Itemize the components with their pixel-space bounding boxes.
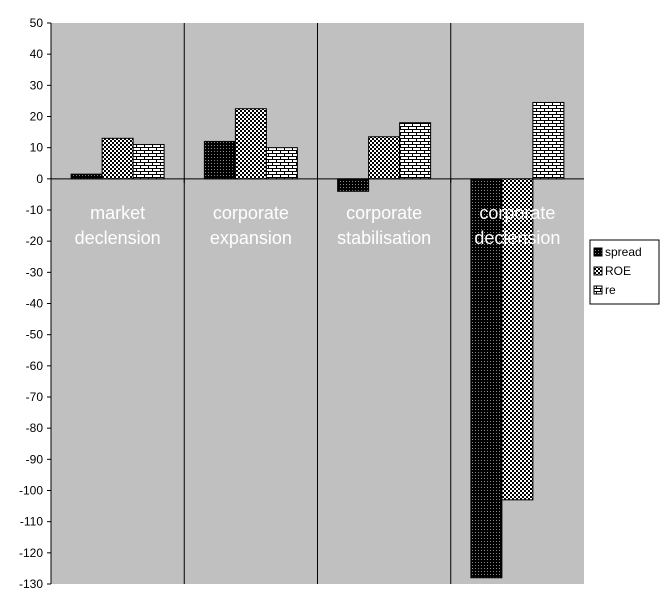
category-label: corporate <box>213 203 289 223</box>
y-tick-label: 10 <box>30 141 44 155</box>
bar-roe <box>368 136 401 180</box>
category-label: stabilisation <box>337 228 431 248</box>
y-tick-label: 50 <box>30 16 44 30</box>
category-label: declension <box>474 228 560 248</box>
legend-label-spread: spread <box>605 245 642 259</box>
category-label: declension <box>75 228 161 248</box>
bar-roe <box>234 108 267 180</box>
bar-re <box>132 144 165 180</box>
legend-swatch-roe <box>593 266 603 276</box>
y-axis: 50 40 30 20 10 0 -10 -20 -30 -40 -50 -60 -70 -80 -90 -1… <box>19 16 584 589</box>
bars <box>70 101 565 579</box>
legend-swatch-spread <box>593 247 603 257</box>
y-tick-label: -70 <box>26 390 44 404</box>
y-tick-label: -130 <box>19 577 43 589</box>
y-tick-label: -40 <box>26 297 44 311</box>
y-tick-label: 40 <box>30 47 44 61</box>
legend-label-re: re <box>605 283 616 297</box>
bar-roe <box>101 137 134 180</box>
y-tick-label: -120 <box>19 546 43 560</box>
y-tick-label: -60 <box>26 359 44 373</box>
y-tick-label: -80 <box>26 421 44 435</box>
bar-re <box>265 147 298 180</box>
category-label: corporate <box>479 203 555 223</box>
bar-spread <box>203 140 236 180</box>
y-tick-label: 20 <box>30 110 44 124</box>
y-tick-label: -50 <box>26 328 44 342</box>
category-label: corporate <box>346 203 422 223</box>
legend-swatch-re <box>593 285 603 295</box>
bar-re <box>399 122 432 180</box>
bar-roe <box>501 178 534 501</box>
y-tick-label: 0 <box>36 172 43 186</box>
y-tick-label: -90 <box>26 452 44 466</box>
legend: spread ROE re <box>589 239 660 305</box>
y-tick-label: -110 <box>20 515 43 529</box>
y-tick-label: -30 <box>26 265 44 279</box>
y-tick-label: -100 <box>19 484 43 498</box>
category-labels: market declension corporate expansion corpor… <box>75 203 561 248</box>
y-tick-label: 30 <box>30 78 44 92</box>
y-tick-label: -20 <box>26 234 44 248</box>
bar-spread <box>70 173 103 180</box>
y-tick-label: -10 <box>26 203 44 217</box>
category-label: market <box>90 203 145 223</box>
bar-spread <box>337 178 370 192</box>
legend-label-roe: ROE <box>605 264 631 278</box>
bar-re <box>532 101 565 180</box>
category-label: expansion <box>210 228 292 248</box>
